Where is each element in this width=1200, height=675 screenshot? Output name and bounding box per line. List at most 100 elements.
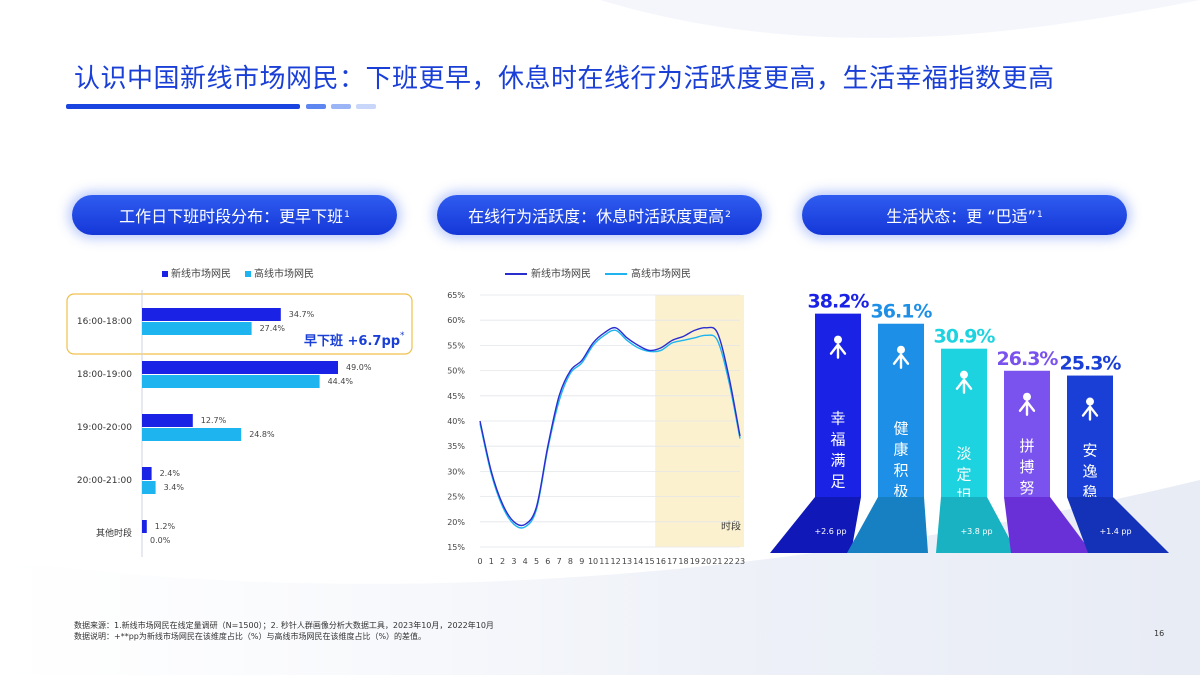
y-tick-label: 45% (447, 392, 465, 401)
tree-icon-head (897, 345, 905, 354)
x-tick-label: 15 (644, 557, 654, 566)
family-icon-head (1086, 397, 1094, 406)
x-tick-label: 13 (622, 557, 632, 566)
footer-source: 数据来源：1.新线市场网民在线定量调研（N=1500）；2. 秒针人群画像分析大… (74, 621, 494, 630)
x-tick-label: 23 (735, 557, 745, 566)
bar-value-label: 24.8% (249, 430, 275, 439)
y-tick-label: 20% (447, 518, 465, 527)
tree-icon (892, 345, 910, 369)
title-underline (66, 104, 300, 109)
x-tick-label: 4 (523, 557, 528, 566)
category-label: 16:00-18:00 (77, 317, 132, 327)
family-icon (1081, 397, 1099, 421)
bar-new-tier (142, 467, 152, 480)
bar-value-label: 49.0% (346, 363, 372, 372)
legend-line (505, 273, 527, 275)
annotation-text: 早下班 +6.7pp (304, 333, 400, 349)
diff-label: +2.6 pp (814, 527, 846, 536)
category-char: 拼 (1019, 437, 1034, 455)
legend-item: 高线市场网民 (245, 265, 314, 280)
diff-label: +1.4 pp (1099, 527, 1131, 536)
series-line-new-tier (479, 326, 741, 527)
title-underline-seg (356, 104, 376, 109)
highlight-box (66, 293, 413, 355)
x-tick-label: 3 (511, 557, 516, 566)
bar-value-label: 34.7% (289, 310, 315, 319)
bar-new-tier (142, 520, 147, 533)
category-label: 18:00-19:00 (77, 370, 132, 380)
x-tick-label: 2 (500, 557, 505, 566)
footer-note: 数据说明：+**pp为新线市场网民在该维度占比（%）与高线市场网民在该维度占比（… (74, 632, 427, 641)
commute-bar-chart: 16:00-18:00 34.7%27.4% 18:00-19:00 49.0% 44.… (66, 290, 413, 557)
happy-person-icon-body (829, 342, 847, 359)
x-tick-label: 1 (489, 557, 494, 566)
bar-base (847, 497, 928, 553)
bar-base (1004, 497, 1092, 553)
value-label: 30.9% (934, 326, 996, 348)
category-char: 淡 (956, 445, 971, 463)
y-tick-label: 65% (447, 291, 465, 300)
x-tick-label: 22 (724, 557, 734, 566)
lifestyle-bar (1067, 375, 1113, 497)
bar-high-tier (142, 375, 320, 388)
category-char: 福 (830, 431, 845, 449)
happy-person-icon (829, 335, 847, 359)
shirt-icon-body (955, 377, 973, 394)
category-char: 搏 (1019, 458, 1034, 476)
panel-header-commute: 工作日下班时段分布：更早下班 1 (72, 195, 397, 235)
category-label: 其他时段 (96, 527, 132, 539)
value-label: 36.1% (871, 301, 933, 323)
legend-item: 高线市场网民 (605, 265, 691, 280)
bar-base (770, 497, 861, 553)
panel-header-activity: 在线行为活跃度：休息时活跃度更高 2 (437, 195, 762, 235)
y-tick-label: 60% (447, 316, 465, 325)
x-tick-label: 16 (656, 557, 666, 566)
runner-icon (1018, 392, 1036, 416)
legend-swatch (245, 271, 251, 277)
category-char: 极 (893, 483, 908, 501)
category-char: 努 (1019, 479, 1034, 497)
footnote-mark: 1 (344, 210, 350, 220)
diff-label: +3.8 pp (960, 527, 992, 536)
legend-swatch (162, 271, 168, 277)
value-label: 38.2% (808, 291, 870, 313)
legend-item: 新线市场网民 (162, 265, 231, 280)
runner-icon-head (1023, 392, 1031, 401)
x-tick-label: 17 (667, 557, 677, 566)
shirt-icon-head (960, 370, 968, 379)
title-underline-seg (331, 104, 351, 109)
x-tick-label: 9 (579, 557, 584, 566)
family-icon-body (1081, 404, 1099, 421)
panel-header-label: 生活状态：更 “巴适” (886, 207, 1036, 226)
x-tick-label: 11 (599, 557, 609, 566)
legend-label: 高线市场网民 (631, 269, 691, 280)
bar-value-label: 3.4% (164, 483, 185, 492)
legend-line (605, 273, 627, 275)
x-tick-label: 19 (690, 557, 700, 566)
tree-icon-body (892, 352, 910, 369)
series-line-high-tier (479, 329, 741, 529)
category-label: 20:00-21:00 (77, 476, 132, 486)
page-title: 认识中国新线市场网民：下班更早，休息时在线行为活跃度更高，生活幸福指数更高 (74, 64, 1055, 94)
legend-bar-chart: 新线市场网民 高线市场网民 (162, 265, 314, 280)
y-tick-label: 25% (447, 493, 465, 502)
bar-high-tier (142, 481, 156, 494)
x-tick-label: 12 (611, 557, 621, 566)
bar-value-label: 12.7% (201, 416, 227, 425)
x-tick-label: 18 (678, 557, 688, 566)
page-number: 16 (1154, 629, 1165, 638)
footer-notes: 数据来源：1.新线市场网民在线定量调研（N=1500）；2. 秒针人群画像分析大… (74, 620, 494, 642)
runner-icon-body (1018, 399, 1036, 416)
bar-new-tier (142, 308, 281, 321)
panel-header-label: 在线行为活跃度：休息时活跃度更高 (468, 207, 725, 226)
legend-line-chart: 新线市场网民 高线市场网民 (505, 265, 691, 280)
x-tick-label: 10 (588, 557, 598, 566)
category-char: 健 (893, 420, 908, 438)
category-char: 安 (1082, 442, 1097, 460)
bar-high-tier (142, 428, 242, 441)
annotation-mark: * (400, 331, 405, 341)
footnote-mark: 2 (725, 210, 731, 220)
